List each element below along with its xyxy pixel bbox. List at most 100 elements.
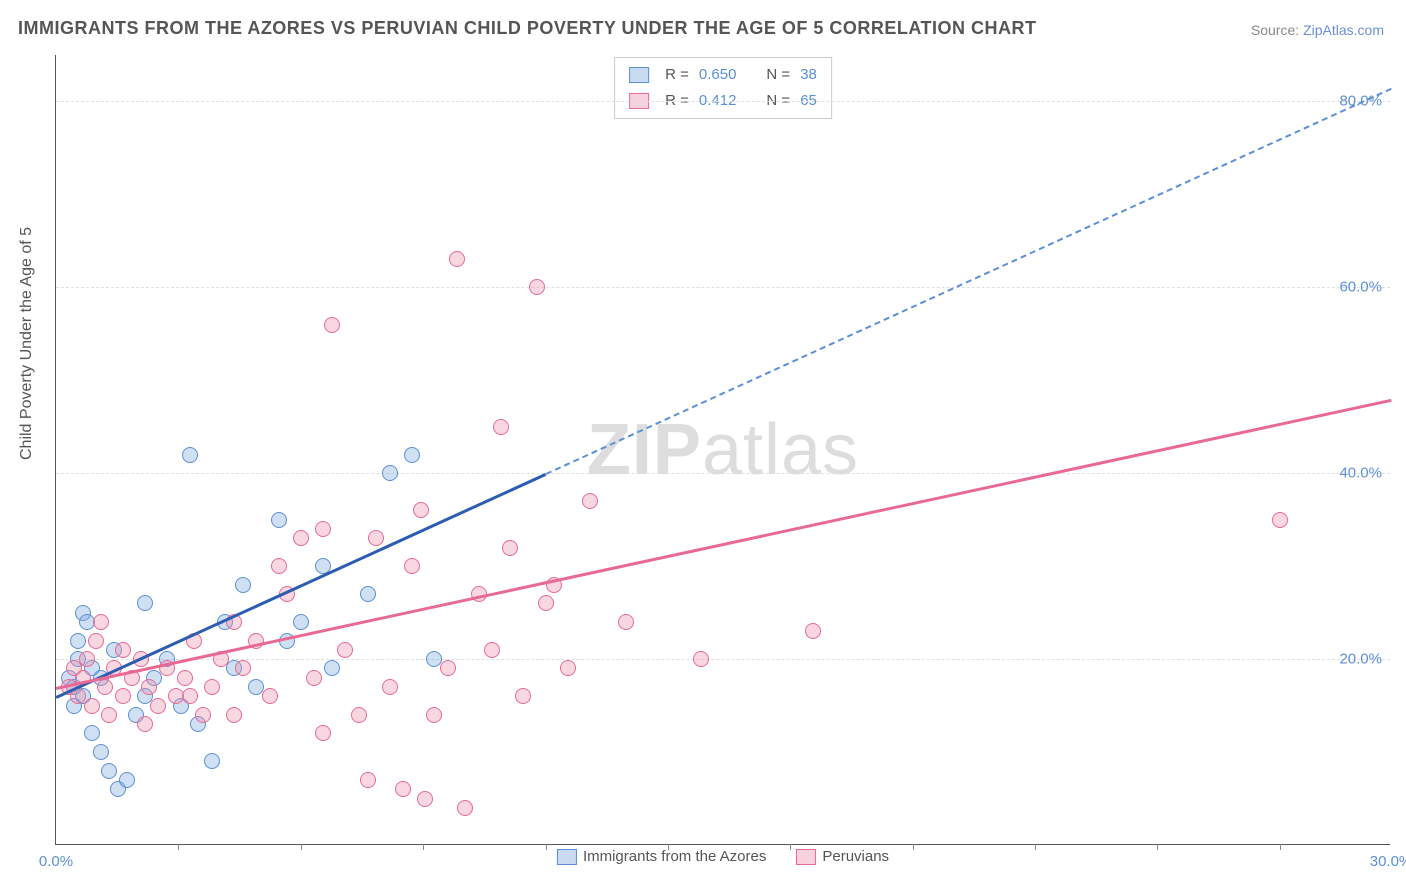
data-point-pink <box>315 521 331 537</box>
data-point-blue <box>324 660 340 676</box>
n-label: N = <box>766 62 790 88</box>
data-point-pink <box>805 623 821 639</box>
data-point-pink <box>382 679 398 695</box>
data-point-blue <box>137 595 153 611</box>
data-point-blue <box>382 465 398 481</box>
source-attribution: Source: ZipAtlas.com <box>1251 22 1384 38</box>
x-tick-mark <box>790 844 791 850</box>
swatch-pink-icon <box>796 849 816 865</box>
data-point-blue <box>235 577 251 593</box>
data-point-pink <box>426 707 442 723</box>
r-value-blue: 0.650 <box>699 62 737 88</box>
x-tick-label: 30.0% <box>1370 853 1406 870</box>
data-point-pink <box>177 670 193 686</box>
watermark: ZIPatlas <box>587 409 859 491</box>
data-point-pink <box>79 651 95 667</box>
trend-line-blue-dashed <box>545 88 1391 475</box>
data-point-pink <box>582 493 598 509</box>
data-point-pink <box>306 670 322 686</box>
gridline-h <box>56 287 1390 288</box>
data-point-pink <box>529 279 545 295</box>
x-tick-mark <box>301 844 302 850</box>
data-point-pink <box>1272 512 1288 528</box>
legend-label-pink: Peruvians <box>822 848 889 865</box>
legend-correlation: R = 0.650 N = 38 R = 0.412 N = 65 <box>614 57 832 119</box>
data-point-pink <box>515 688 531 704</box>
x-tick-mark <box>423 844 424 850</box>
data-point-blue <box>119 772 135 788</box>
y-tick-label: 20.0% <box>1339 651 1382 668</box>
data-point-pink <box>618 614 634 630</box>
data-point-pink <box>115 642 131 658</box>
legend-item-pink: Peruvians <box>796 848 889 865</box>
data-point-pink <box>84 698 100 714</box>
n-value-blue: 38 <box>800 62 817 88</box>
chart-title: IMMIGRANTS FROM THE AZORES VS PERUVIAN C… <box>18 18 1037 39</box>
y-tick-label: 60.0% <box>1339 279 1382 296</box>
data-point-pink <box>97 679 113 695</box>
data-point-pink <box>351 707 367 723</box>
data-point-pink <box>226 707 242 723</box>
data-point-pink <box>204 679 220 695</box>
data-point-pink <box>368 530 384 546</box>
data-point-pink <box>560 660 576 676</box>
data-point-pink <box>484 642 500 658</box>
data-point-pink <box>502 540 518 556</box>
r-label: R = <box>665 62 689 88</box>
legend-series: Immigrants from the Azores Peruvians <box>547 846 899 867</box>
data-point-pink <box>457 800 473 816</box>
gridline-h <box>56 659 1390 660</box>
data-point-pink <box>449 251 465 267</box>
data-point-pink <box>195 707 211 723</box>
data-point-pink <box>88 633 104 649</box>
y-axis-label: Child Poverty Under the Age of 5 <box>18 227 36 460</box>
data-point-pink <box>417 791 433 807</box>
data-point-blue <box>404 447 420 463</box>
data-point-pink <box>693 651 709 667</box>
data-point-pink <box>404 558 420 574</box>
data-point-blue <box>271 512 287 528</box>
data-point-pink <box>93 614 109 630</box>
data-point-pink <box>150 698 166 714</box>
data-point-blue <box>182 447 198 463</box>
data-point-pink <box>324 317 340 333</box>
x-tick-mark <box>178 844 179 850</box>
x-tick-mark <box>1035 844 1036 850</box>
x-tick-mark <box>668 844 669 850</box>
y-tick-label: 40.0% <box>1339 465 1382 482</box>
data-point-blue <box>101 763 117 779</box>
data-point-blue <box>360 586 376 602</box>
data-point-pink <box>101 707 117 723</box>
gridline-h <box>56 101 1390 102</box>
data-point-pink <box>315 725 331 741</box>
trend-line-blue <box>55 473 546 698</box>
data-point-pink <box>413 502 429 518</box>
source-link[interactable]: ZipAtlas.com <box>1303 22 1384 38</box>
data-point-pink <box>141 679 157 695</box>
data-point-blue <box>204 753 220 769</box>
data-point-pink <box>137 716 153 732</box>
data-point-pink <box>493 419 509 435</box>
swatch-blue-icon <box>629 67 649 83</box>
data-point-pink <box>360 772 376 788</box>
data-point-pink <box>115 688 131 704</box>
legend-item-blue: Immigrants from the Azores <box>557 848 766 865</box>
x-tick-mark <box>546 844 547 850</box>
source-prefix: Source: <box>1251 22 1303 38</box>
data-point-pink <box>182 688 198 704</box>
data-point-blue <box>70 633 86 649</box>
data-point-pink <box>235 660 251 676</box>
data-point-pink <box>395 781 411 797</box>
gridline-h <box>56 473 1390 474</box>
x-tick-mark <box>1280 844 1281 850</box>
data-point-blue <box>293 614 309 630</box>
data-point-pink <box>337 642 353 658</box>
legend-row-blue: R = 0.650 N = 38 <box>629 62 817 88</box>
data-point-pink <box>538 595 554 611</box>
watermark-bold: ZIP <box>587 410 702 490</box>
plot-area: ZIPatlas R = 0.650 N = 38 R = 0.412 N = … <box>55 55 1390 845</box>
x-tick-mark <box>1157 844 1158 850</box>
data-point-pink <box>440 660 456 676</box>
data-point-pink <box>262 688 278 704</box>
trend-line-pink <box>56 399 1392 690</box>
